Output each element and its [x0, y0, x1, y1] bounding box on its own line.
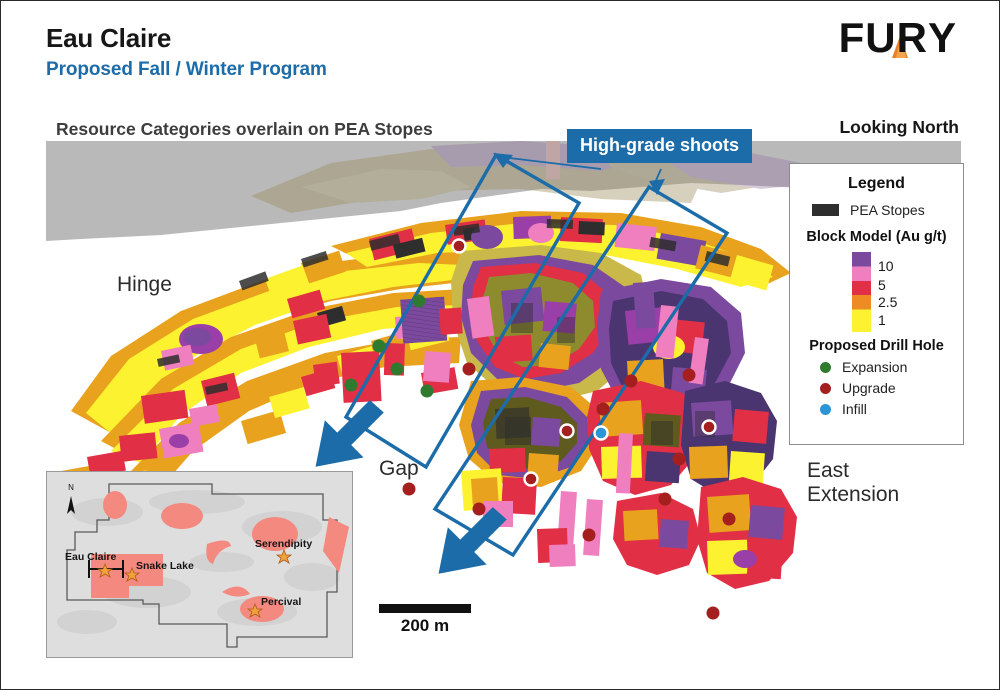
colorbar-tick-5: 5: [878, 277, 886, 293]
expansion-dot-icon: [820, 361, 831, 373]
upgrade-label: Upgrade: [842, 380, 896, 396]
drill-hole-collars[interactable]: [451, 238, 717, 487]
page-title: Eau Claire: [46, 23, 172, 53]
block-model-map: [1, 141, 999, 661]
inset-north-arrow-icon: N: [67, 483, 75, 514]
map-label-gap: Gap: [379, 457, 419, 480]
lower-pillar-blocks: [536, 491, 701, 575]
blue-block-arrow-left: [315, 400, 384, 467]
colorbar-gradient: [852, 252, 871, 332]
colorbar-tick-10: 10: [878, 258, 894, 274]
east-extension-blocks: [587, 279, 797, 589]
upgrade-dot-icon: [820, 382, 831, 394]
colorbar-tick-1: 1: [878, 312, 886, 328]
inset-deposit-stars: [96, 548, 293, 618]
scale-bar-label: 200 m: [400, 616, 450, 635]
infill-label: Infill: [842, 401, 867, 417]
map-label-east-extension: East Extension: [807, 459, 899, 506]
map-label-hinge: Hinge: [117, 273, 172, 296]
map-label-east-line1: East: [807, 459, 850, 482]
page-subtitle: Proposed Fall / Winter Program: [46, 59, 327, 80]
inset-label-serendipity: Serendipity: [255, 538, 313, 550]
legend-row-expansion: Expansion: [790, 359, 963, 375]
legend-row-pea-stopes: PEA Stopes: [790, 202, 963, 218]
block-model-colorbar: 10 5 2.5 1: [790, 252, 963, 334]
blue-block-arrow-right: [438, 507, 507, 574]
overburden-band: [46, 141, 961, 241]
inset-property-boundary: [66, 483, 338, 648]
pea-stope-label: PEA Stopes: [850, 202, 925, 218]
legend-block-model-title: Block Model (Au g/t): [806, 229, 947, 245]
drill-hole-expansion-group[interactable]: [344, 294, 434, 398]
inset-label-snake-lake: Snake Lake: [136, 560, 194, 572]
inset-location-map[interactable]: N Eau Claire Snake Lake Serendipity Perc…: [46, 471, 353, 658]
logo-triangle-inner-icon: [895, 37, 906, 58]
shoot-box-west: [343, 152, 582, 470]
inset-map-svg: N: [47, 472, 352, 657]
legend-drill-hole-title: Proposed Drill Hole: [809, 338, 944, 354]
expansion-label: Expansion: [842, 359, 908, 375]
shoot-box-east: [432, 184, 730, 558]
logo-text-fu: FU: [838, 14, 897, 61]
high-grade-shoots-callout: High-grade shoots: [567, 129, 753, 163]
callout-arrowheads: [493, 153, 665, 195]
infill-dot-icon: [820, 403, 831, 415]
legend-panel: Legend PEA Stopes Block Model (Au g/t) 1…: [789, 163, 964, 445]
legend-title: Legend: [848, 175, 905, 192]
scale-bar-line: [379, 604, 471, 613]
figure-caption: Resource Categories overlain on PEA Stop…: [56, 119, 433, 139]
drill-hole-markers: [344, 238, 736, 620]
inset-label-eau-claire: Eau Claire: [65, 551, 117, 563]
drill-hole-upgrade-group[interactable]: [402, 362, 736, 620]
inset-north-letter: N: [68, 483, 74, 492]
legend-row-upgrade: Upgrade: [790, 380, 963, 396]
fury-logo: FU RY: [839, 17, 957, 59]
logo-text-r: R: [896, 14, 928, 61]
colorbar-tick-2.5: 2.5: [878, 294, 898, 310]
map-svg: [46, 141, 961, 620]
view-direction-label: Looking North: [839, 117, 959, 137]
scale-bar: 200 m: [379, 604, 471, 636]
map-label-east-line2: Extension: [807, 482, 900, 506]
logo-text-y: Y: [927, 14, 957, 61]
inset-label-percival: Percival: [261, 596, 302, 608]
high-grade-shoot-boxes: [343, 152, 730, 558]
logo-letter-r-wrap: R: [891, 14, 928, 61]
pea-stope-swatch: [812, 204, 839, 216]
legend-row-infill: Infill: [790, 401, 963, 417]
